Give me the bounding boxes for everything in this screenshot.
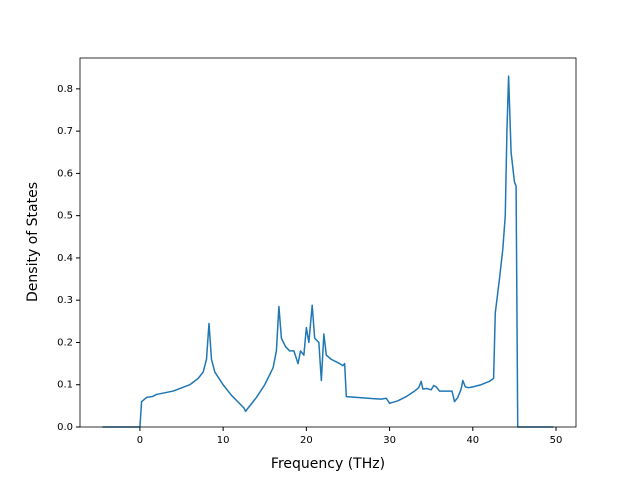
x-tick-label: 0 [137, 435, 143, 446]
x-axis-label: Frequency (THz) [271, 456, 385, 472]
y-tick-label: 0.7 [57, 126, 73, 137]
x-tick-label: 10 [217, 435, 230, 446]
y-tick-label: 0.5 [57, 211, 73, 222]
x-tick-label: 20 [300, 435, 313, 446]
y-tick-label: 0.0 [57, 422, 73, 433]
y-axis-label: Density of States [25, 182, 41, 302]
y-tick-label: 0.8 [57, 84, 73, 95]
y-tick-label: 0.6 [57, 168, 73, 179]
y-tick-label: 0.3 [57, 295, 73, 306]
y-tick-label: 0.2 [57, 337, 73, 348]
line-series [102, 75, 554, 428]
y-tick-label: 0.4 [57, 253, 73, 264]
x-tick-label: 40 [466, 435, 479, 446]
x-tick-label: 30 [383, 435, 396, 446]
x-tick-label: 50 [550, 435, 563, 446]
plot-frame [79, 57, 577, 428]
y-tick-label: 0.1 [57, 380, 73, 391]
